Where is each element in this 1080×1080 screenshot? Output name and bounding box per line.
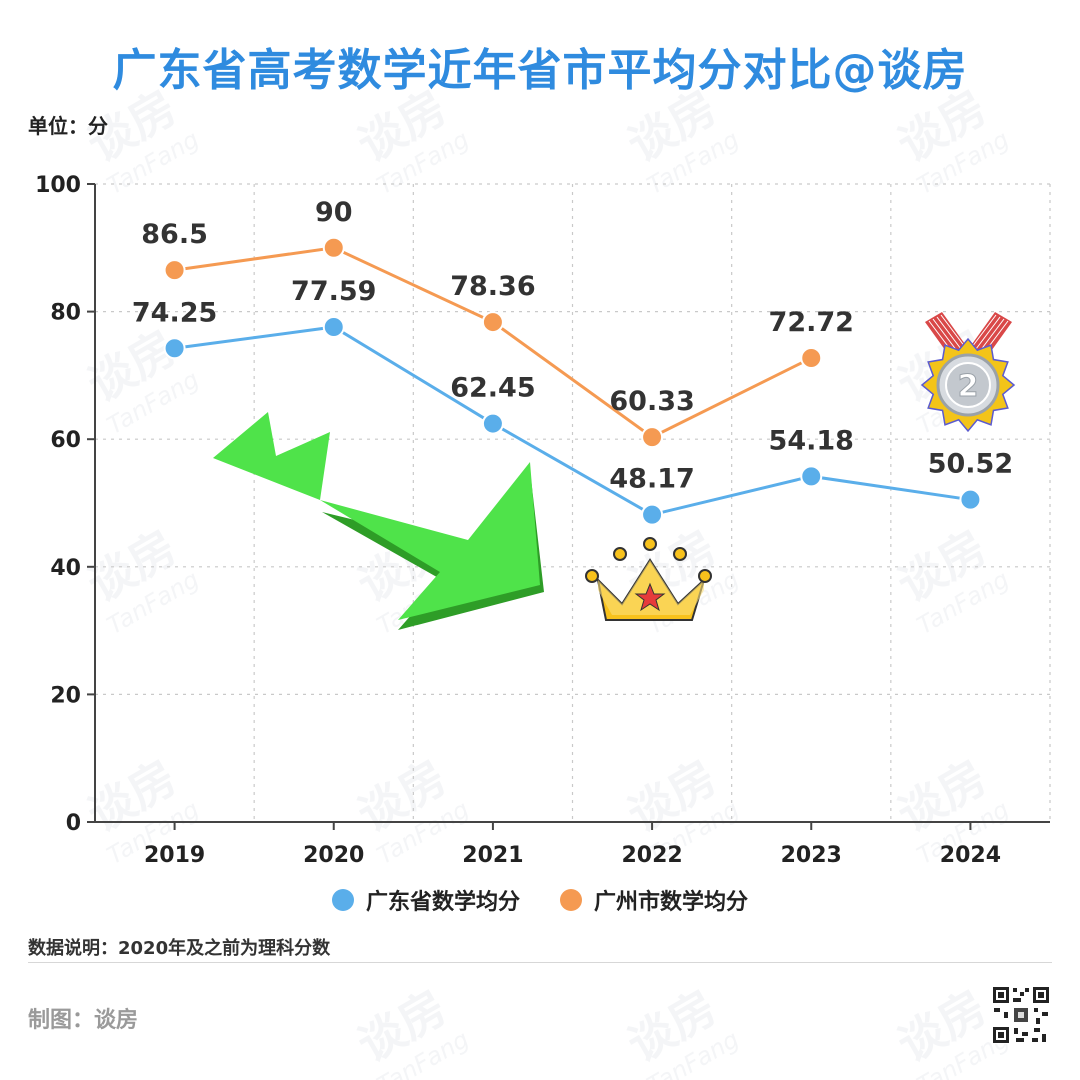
series-1-point [163,337,186,360]
chart-credit: 制图：谈房 [28,1008,139,1033]
crown-jewel [698,569,712,583]
series-2-point [322,236,345,259]
y-tick-label: 20 [50,683,81,708]
series-2-data-label: 86.5 [141,219,208,250]
series-1-data-label: 74.25 [132,297,217,328]
series-1-data-label: 77.59 [291,276,376,307]
series-2-point [800,347,823,370]
series-1-point [481,412,504,435]
crown-icon [585,537,712,621]
series-2-data-label: 72.72 [769,307,854,338]
crown-jewel [613,547,627,561]
x-tick-label: 2020 [303,843,364,868]
crown-jewel [585,569,599,583]
series-1-point [641,503,664,526]
divider [28,962,1052,963]
legend-dot-series-1 [331,889,354,911]
legend: 广东省数学均分 广州市数学均分 [0,884,1080,916]
silver-medal-icon: 2 [920,312,1016,433]
series-1-point [322,315,345,338]
y-tick-label: 40 [50,556,81,581]
legend-item-series-2: 广州市数学均分 [560,884,748,916]
series-1-data-label: 54.18 [769,425,854,456]
series-1-data-label: 62.45 [450,373,535,404]
unit-label: 单位：分 [28,114,108,138]
series-2-point [481,311,504,334]
legend-dot-series-2 [560,889,582,911]
y-tick-label: 80 [50,301,81,326]
series-1-point [800,465,823,488]
arrow-body [213,412,540,620]
medal-inner [945,362,991,408]
crown-jewel [673,547,687,561]
chart-title: 广东省高考数学近年省市平均分对比@谈房 [112,45,968,96]
qr-code-icon [992,986,1050,1044]
green-down-arrow-icon [213,412,544,630]
legend-label-series-2: 广州市数学均分 [594,890,749,915]
x-tick-label: 2023 [781,843,842,868]
x-tick-label: 2021 [462,843,523,868]
series-2-point [641,426,664,449]
series-2-data-label: 78.36 [450,271,535,302]
x-tick-label: 2022 [621,843,682,868]
y-tick-label: 100 [35,173,81,198]
series-1-data-label: 50.52 [928,449,1013,480]
x-tick-label: 2019 [144,843,205,868]
series-1-point [959,488,982,511]
x-tick-label: 2024 [940,843,1001,868]
data-note: 数据说明：2020年及之前为理科分数 [28,938,331,959]
series-line-1 [174,325,971,517]
series-1-data-label: 48.17 [609,464,694,495]
medal-number: 2 [958,369,979,404]
crown-jewel [643,537,657,551]
series-2-data-label: 60.33 [609,386,694,417]
y-tick-label: 0 [66,811,81,836]
crown-star [634,582,666,612]
y-tick-label: 60 [50,428,81,453]
series-2-data-label: 90 [315,197,353,228]
legend-label-series-1: 广东省数学均分 [365,890,520,915]
series-2-point [163,259,186,282]
legend-item-series-1: 广东省数学均分 [331,884,520,916]
